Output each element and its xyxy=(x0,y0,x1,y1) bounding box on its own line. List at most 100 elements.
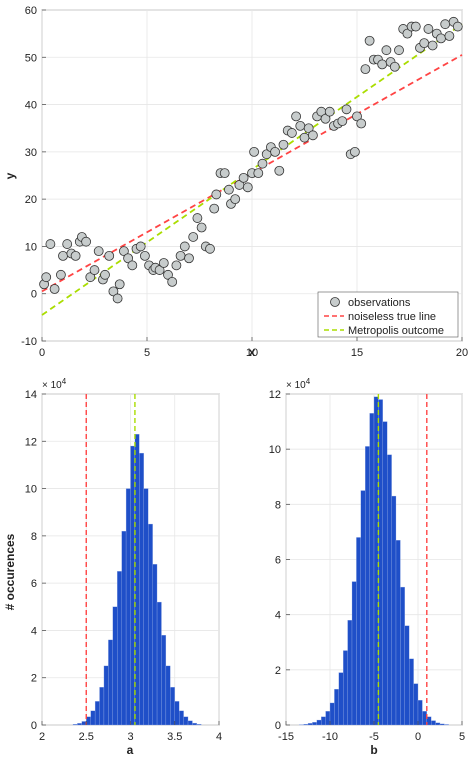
histogram-b-multiplier: × 104 xyxy=(286,377,311,391)
tick-label-x: 15 xyxy=(351,347,363,359)
histogram-bar xyxy=(103,665,109,726)
observation-point xyxy=(188,232,199,242)
observation-point xyxy=(114,279,125,290)
legend-label-metropolis: Metropolis outcome xyxy=(348,325,444,337)
tick-label-x: 20 xyxy=(456,347,468,359)
histogram-bar xyxy=(183,716,189,726)
observation-point xyxy=(356,118,367,129)
observation-point xyxy=(49,284,60,294)
histogram-bar xyxy=(439,723,445,726)
tick-label-y: 40 xyxy=(25,100,37,112)
observation-point xyxy=(307,130,318,141)
observation-point xyxy=(423,24,434,34)
histogram-bar xyxy=(400,586,405,726)
histogram-bar xyxy=(321,716,326,726)
histogram-bar xyxy=(334,688,339,726)
observation-point xyxy=(238,172,249,183)
histogram-bar xyxy=(152,564,158,726)
tick-label-y: 10 xyxy=(25,241,37,253)
tick-label-y: 8 xyxy=(275,499,281,511)
observation-point xyxy=(192,213,203,223)
tick-label-y: 14 xyxy=(25,389,37,401)
tick-label-x: 2.5 xyxy=(79,731,94,743)
observation-point xyxy=(196,222,207,233)
observation-point xyxy=(444,31,455,41)
observation-point xyxy=(154,265,165,275)
tick-label-y: 12 xyxy=(269,389,281,401)
tick-label-x: 5 xyxy=(144,347,150,359)
observation-point xyxy=(427,40,438,51)
histogram-bar xyxy=(72,724,78,726)
tick-label-x: 2 xyxy=(39,731,45,743)
observation-point xyxy=(139,250,150,261)
histogram-bar xyxy=(312,722,317,726)
histogram-bar xyxy=(387,454,392,726)
observation-point xyxy=(291,111,302,122)
observation-point xyxy=(89,265,100,275)
observation-point xyxy=(184,253,194,264)
observation-point xyxy=(93,246,104,257)
tick-label-y: 60 xyxy=(25,5,37,17)
observation-point xyxy=(419,38,430,48)
tick-label-y: 20 xyxy=(25,194,37,206)
scatter-points xyxy=(39,16,463,304)
tick-label-y: 0 xyxy=(275,720,281,732)
observation-point xyxy=(360,64,371,75)
tick-label-y: 2 xyxy=(275,665,281,677)
histogram-bar xyxy=(90,710,96,726)
histogram-a-xlabel: a xyxy=(127,743,134,757)
observation-point xyxy=(394,45,404,56)
observation-point xyxy=(253,168,264,179)
observation-point xyxy=(163,269,173,280)
histogram-bar xyxy=(347,620,353,726)
observation-point xyxy=(158,258,169,268)
observation-point xyxy=(45,239,56,249)
histogram-bar xyxy=(303,724,309,726)
tick-label-x: 3 xyxy=(127,731,133,743)
observation-point xyxy=(320,113,331,124)
tick-label-y: 6 xyxy=(31,578,37,590)
observation-point xyxy=(257,158,268,169)
observation-point xyxy=(389,61,400,72)
observation-point xyxy=(209,203,220,214)
observation-point xyxy=(211,189,222,200)
histogram-a-multiplier-exp: 4 xyxy=(62,377,67,386)
tick-label-y: 6 xyxy=(275,555,281,567)
tick-label-y: 30 xyxy=(25,147,37,159)
histogram-bar xyxy=(351,581,357,726)
histogram-bar xyxy=(395,540,401,726)
histogram-b-bars xyxy=(299,396,449,726)
histogram-bar xyxy=(338,672,344,726)
histogram-bar xyxy=(360,490,366,726)
tick-label-x: 0 xyxy=(39,347,45,359)
tick-label-y: 4 xyxy=(31,625,37,637)
observation-point xyxy=(242,182,253,193)
histogram-bar xyxy=(179,710,184,726)
tick-label-y: 0 xyxy=(31,720,37,732)
histogram-bar xyxy=(431,720,436,726)
histogram-a-multiplier: × 104 xyxy=(42,377,67,391)
observation-point xyxy=(286,128,297,138)
histogram-b-multiplier-base: × 10 xyxy=(286,380,306,391)
observation-point xyxy=(171,260,182,271)
histogram-b-multiplier-exp: 4 xyxy=(306,377,311,386)
observation-point xyxy=(108,286,119,297)
tick-label-y: 12 xyxy=(25,436,37,448)
observation-point xyxy=(127,260,138,271)
tick-label-y: -10 xyxy=(21,336,37,348)
observation-point xyxy=(352,111,362,122)
histogram-bar xyxy=(187,720,193,726)
observation-point xyxy=(402,28,413,39)
observation-point xyxy=(452,21,463,32)
histogram-bar xyxy=(161,635,167,726)
histogram-bar xyxy=(329,702,335,726)
tick-label-x: 3.5 xyxy=(167,731,182,743)
histogram-bar xyxy=(196,724,202,726)
tick-label-x: 4 xyxy=(216,731,222,743)
histogram-bar xyxy=(156,601,162,726)
histogram-bar xyxy=(417,700,423,726)
histogram-bar xyxy=(143,488,149,726)
